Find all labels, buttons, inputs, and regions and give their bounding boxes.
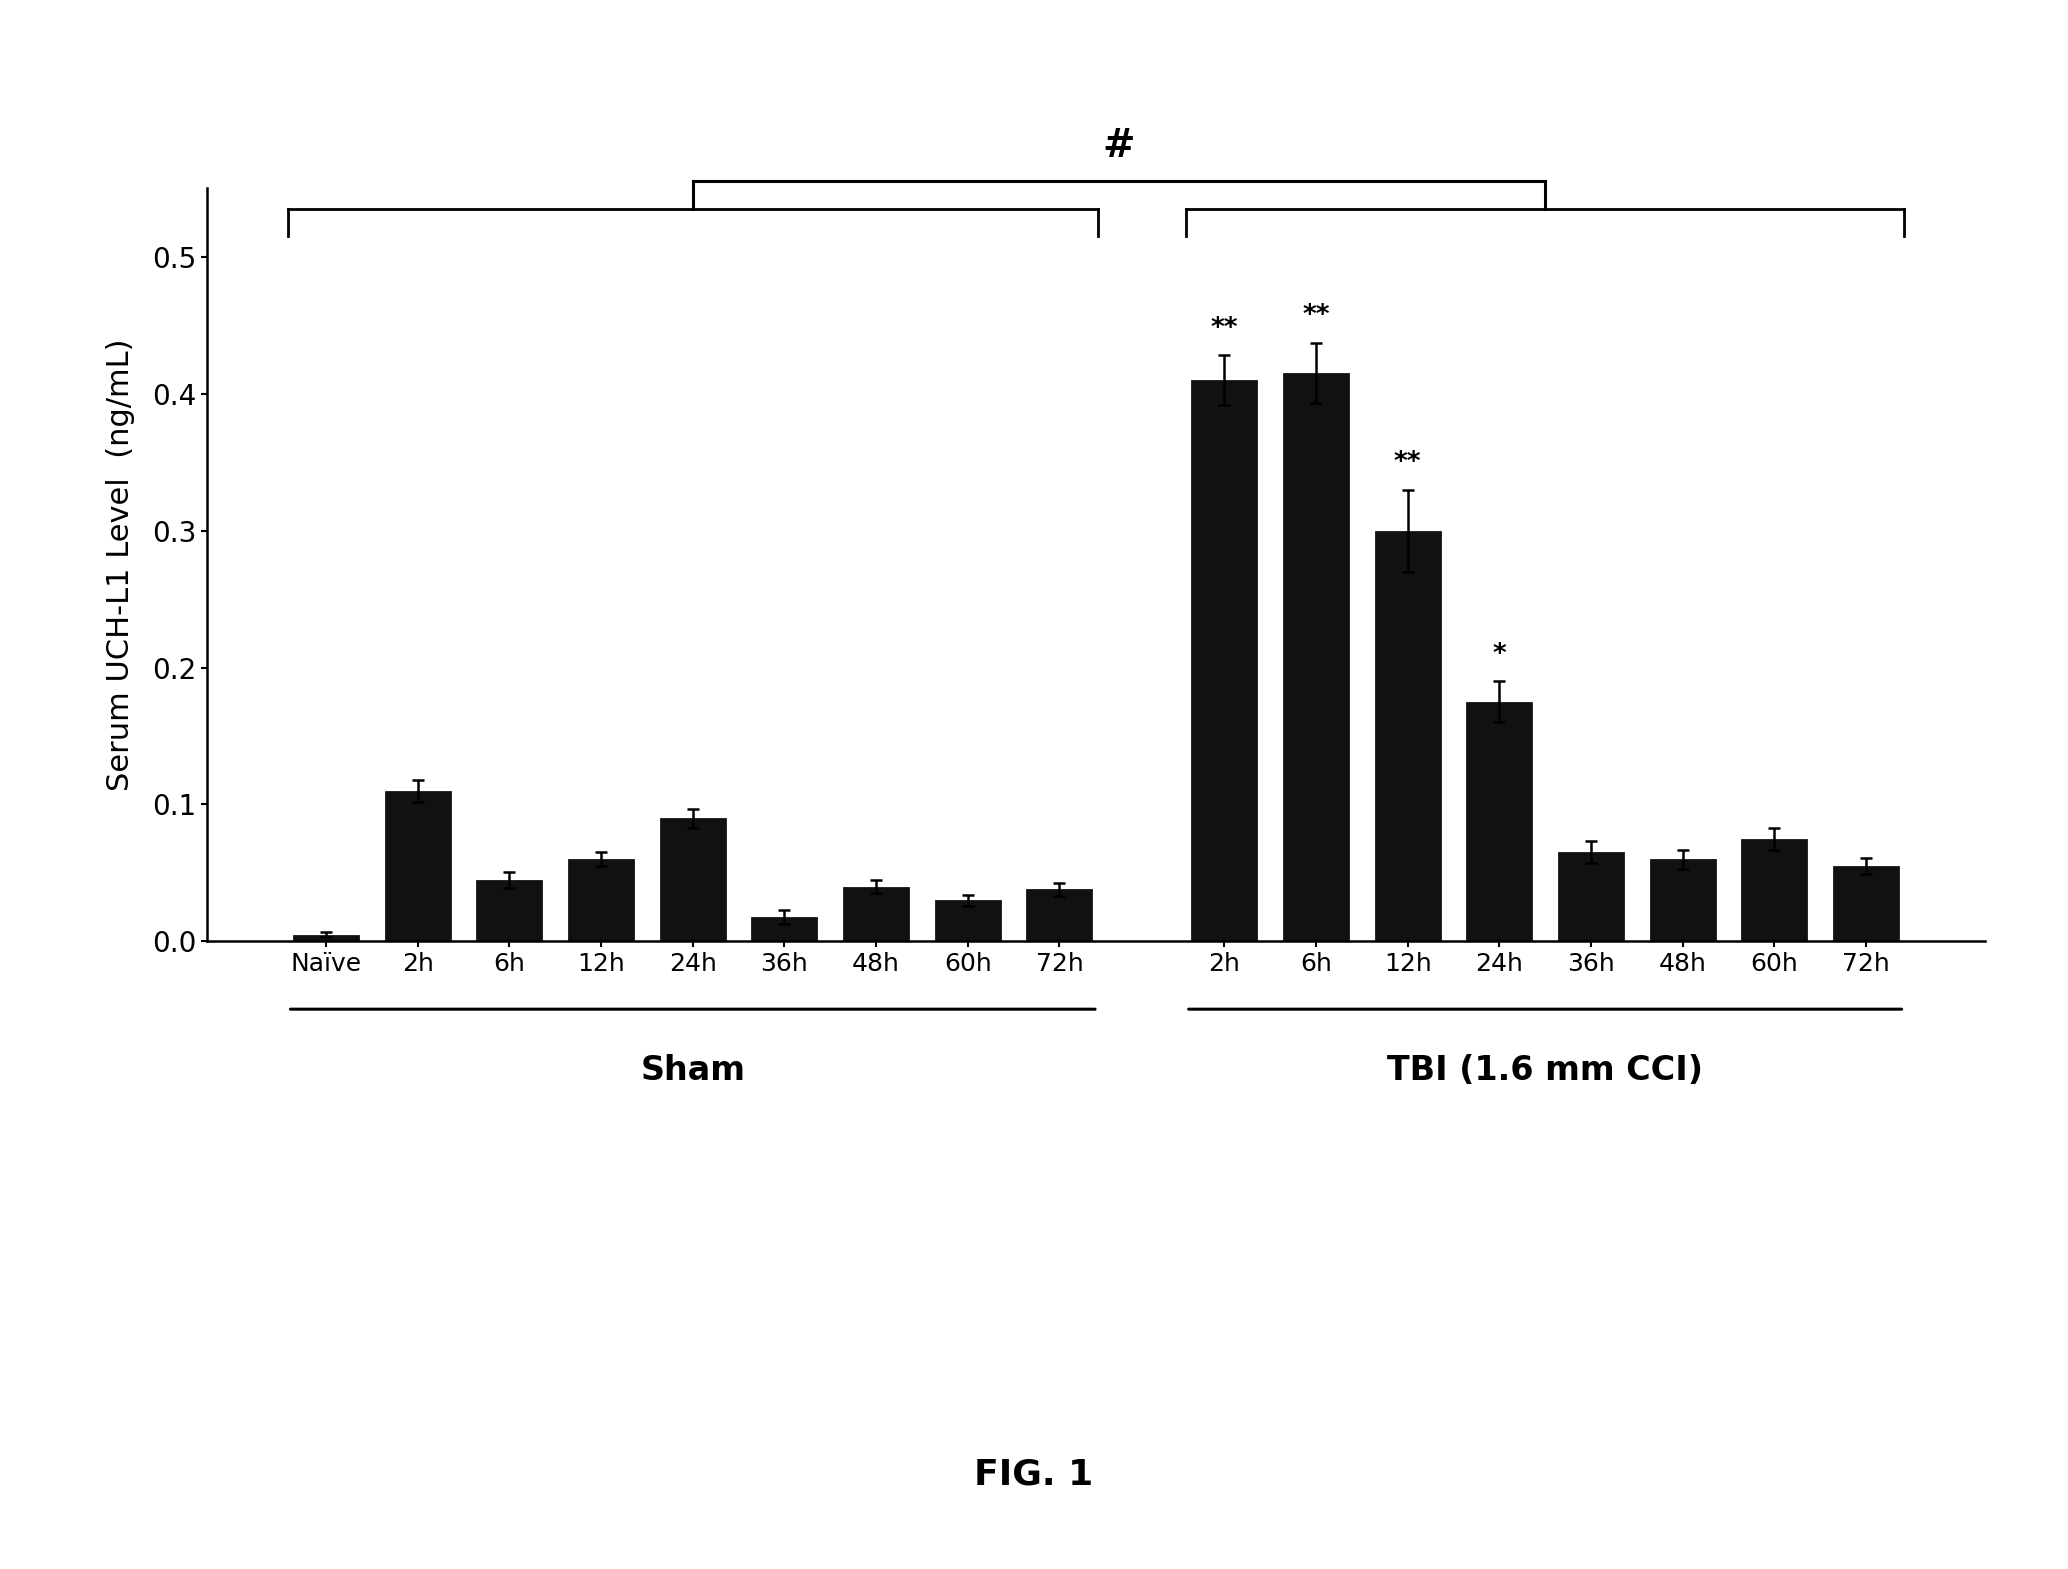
Text: FIG. 1: FIG. 1 <box>974 1458 1094 1492</box>
Bar <box>1832 866 1898 941</box>
Bar <box>569 860 635 941</box>
Text: **: ** <box>1394 450 1421 475</box>
Bar <box>935 901 1001 941</box>
Bar <box>660 817 726 941</box>
Bar <box>1026 890 1092 941</box>
Bar <box>476 880 542 941</box>
Text: *: * <box>1493 642 1506 667</box>
Bar <box>844 886 910 941</box>
Bar <box>1741 839 1807 941</box>
Bar <box>751 916 817 941</box>
Text: **: ** <box>1303 303 1330 329</box>
Bar <box>1650 860 1716 941</box>
Bar <box>385 791 451 941</box>
Text: Sham: Sham <box>641 1054 744 1087</box>
Bar <box>1191 380 1257 941</box>
Text: TBI (1.6 mm CCI): TBI (1.6 mm CCI) <box>1388 1054 1704 1087</box>
Y-axis label: Serum UCH-L1 Level  (ng/mL): Serum UCH-L1 Level (ng/mL) <box>105 339 134 791</box>
Bar <box>1282 373 1348 941</box>
Bar <box>294 935 360 941</box>
Bar <box>1466 701 1532 941</box>
Bar <box>1557 852 1623 941</box>
Text: **: ** <box>1210 315 1239 342</box>
Text: #: # <box>1102 127 1135 165</box>
Bar <box>1375 530 1441 941</box>
